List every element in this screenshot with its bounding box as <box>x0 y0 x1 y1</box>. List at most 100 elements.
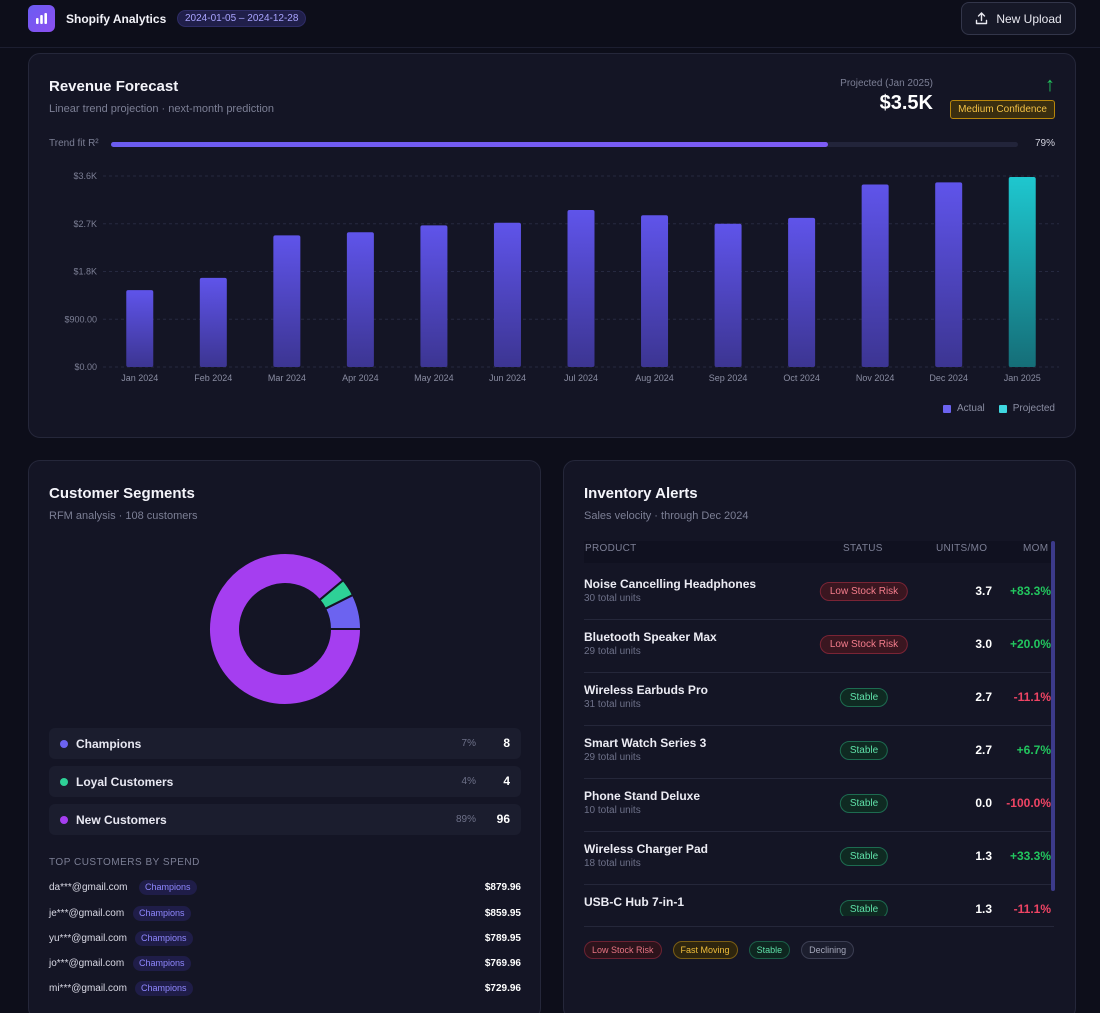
product-total-units: 31 total units <box>584 699 641 710</box>
upload-icon <box>976 12 988 25</box>
status-badge: Low Stock Risk <box>819 582 909 601</box>
segment-row-new-customers[interactable]: New Customers 89% 96 <box>49 804 521 835</box>
segment-row-loyal-customers[interactable]: Loyal Customers 4% 4 <box>49 766 521 797</box>
table-row[interactable]: Phone Stand Deluxe 10 total units Stable… <box>584 779 1054 832</box>
customer-spend: $859.95 <box>484 908 521 919</box>
x-tick-label: Dec 2024 <box>929 373 968 383</box>
bar-actual[interactable] <box>788 217 816 367</box>
segment-percent: 4% <box>461 776 476 787</box>
bar-actual[interactable] <box>346 232 374 367</box>
top-customer-row[interactable]: mi***@gmail.com Champions $729.96 <box>49 980 521 1000</box>
bar-actual[interactable] <box>641 215 669 367</box>
units-per-month: 1.3 <box>975 849 992 863</box>
customer-segment-badge: Champions <box>135 931 193 946</box>
bar-actual[interactable] <box>126 290 154 367</box>
legend-projected-label: Projected <box>1012 403 1055 414</box>
segments-title: Customer Segments <box>49 485 195 502</box>
top-customer-row[interactable]: yu***@gmail.com Champions $789.95 <box>49 930 521 950</box>
x-tick-label: Apr 2024 <box>342 373 379 383</box>
bar-actual[interactable] <box>935 182 963 367</box>
bar-actual[interactable] <box>567 209 595 367</box>
status-badge: Stable <box>839 741 889 760</box>
trend-up-icon: ↑ <box>1045 74 1055 96</box>
x-tick-label: Mar 2024 <box>268 373 306 383</box>
bar-actual[interactable] <box>861 184 889 367</box>
status-badge: Stable <box>839 900 889 916</box>
y-tick-label: $2.7K <box>73 219 97 229</box>
segment-name: Loyal Customers <box>76 775 174 789</box>
segment-row-champions[interactable]: Champions 7% 8 <box>49 728 521 759</box>
inventory-table[interactable]: PRODUCT STATUS UNITS/MO MOM Noise Cancel… <box>584 541 1054 916</box>
column-status[interactable]: STATUS <box>843 543 883 554</box>
mom-change: +20.0% <box>1009 637 1051 651</box>
bar-actual[interactable] <box>273 235 301 367</box>
product-total-units: 10 total units <box>584 805 641 816</box>
customer-spend: $789.95 <box>484 933 521 944</box>
x-tick-label: Oct 2024 <box>783 373 820 383</box>
status-badge: Stable <box>839 688 889 707</box>
x-tick-label: Feb 2024 <box>194 373 232 383</box>
table-row[interactable]: Smart Watch Series 3 29 total units Stab… <box>584 726 1054 779</box>
segment-percent: 7% <box>461 738 476 749</box>
mom-change: -11.1% <box>1013 902 1051 916</box>
mom-change: -11.1% <box>1013 690 1051 704</box>
top-customer-row[interactable]: je***@gmail.com Champions $859.95 <box>49 905 521 925</box>
top-customer-row[interactable]: da***@gmail.com Champions $879.96 <box>49 879 521 899</box>
column-mom[interactable]: MOM <box>1023 543 1049 554</box>
date-range-badge[interactable]: 2024-01-05 – 2024-12-28 <box>177 10 307 27</box>
inventory-scrollbar[interactable] <box>1051 541 1055 891</box>
segments-donut-chart <box>208 552 363 706</box>
table-row[interactable]: Noise Cancelling Headphones 30 total uni… <box>584 567 1054 620</box>
bar-projected[interactable] <box>1008 177 1036 367</box>
forecast-title: Revenue Forecast <box>49 78 179 95</box>
table-row[interactable]: Wireless Charger Pad 18 total units Stab… <box>584 832 1054 885</box>
table-row[interactable]: Bluetooth Speaker Max 29 total units Low… <box>584 620 1054 673</box>
bar-actual[interactable] <box>199 277 227 367</box>
product-total-units: 18 total units <box>584 858 641 869</box>
column-units[interactable]: UNITS/MO <box>936 543 988 554</box>
customer-spend: $879.96 <box>484 882 521 893</box>
app-title: Shopify Analytics <box>66 12 167 26</box>
inventory-alerts-card: Inventory Alerts Sales velocity · throug… <box>563 460 1076 1013</box>
y-tick-label: $0.00 <box>74 362 97 372</box>
product-total-units: 29 total units <box>584 646 641 657</box>
product-name: Bluetooth Speaker Max <box>584 630 717 644</box>
product-name: Noise Cancelling Headphones <box>584 577 757 591</box>
customer-segment-badge: Champions <box>139 880 197 895</box>
top-customer-row[interactable]: jo***@gmail.com Champions $769.96 <box>49 955 521 975</box>
units-per-month: 1.3 <box>975 902 992 916</box>
new-upload-button[interactable]: New Upload <box>961 2 1076 35</box>
product-name: Smart Watch Series 3 <box>584 736 707 750</box>
projected-value: $3.5K <box>879 92 933 114</box>
mom-change: +83.3% <box>1009 584 1051 598</box>
donut-slice[interactable] <box>208 552 363 706</box>
product-name: Wireless Earbuds Pro <box>584 683 708 697</box>
trend-fit-fill <box>111 142 828 147</box>
bar-actual[interactable] <box>420 225 448 367</box>
units-per-month: 2.7 <box>975 690 992 704</box>
revenue-bar-chart: $0.00 $900.00 $1.8K $2.7K $3.6K Jan 2024 Feb 2… <box>64 171 1059 383</box>
bar-actual[interactable] <box>493 222 521 367</box>
customer-email: da***@gmail.com <box>49 882 128 893</box>
units-per-month: 3.7 <box>975 584 992 598</box>
segment-name: Champions <box>76 737 142 751</box>
trend-fit-bar <box>111 142 1018 147</box>
table-row[interactable]: USB-C Hub 7-in-1 Stable 1.3 -11.1% <box>584 885 1054 916</box>
customer-segments-card: Customer Segments RFM analysis · 108 cus… <box>28 460 541 1013</box>
y-tick-label: $3.6K <box>73 171 97 181</box>
customer-email: yu***@gmail.com <box>49 933 127 944</box>
column-product[interactable]: PRODUCT <box>585 543 637 554</box>
new-upload-label: New Upload <box>996 11 1062 26</box>
segments-subtitle: RFM analysis · 108 customers <box>49 510 198 522</box>
x-tick-label: Jan 2025 <box>1004 373 1041 383</box>
customer-segment-badge: Champions <box>135 981 193 996</box>
table-row[interactable]: Wireless Earbuds Pro 31 total units Stab… <box>584 673 1054 726</box>
product-total-units: 30 total units <box>584 593 641 604</box>
inventory-subtitle: Sales velocity · through Dec 2024 <box>584 510 749 522</box>
units-per-month: 2.7 <box>975 743 992 757</box>
legend-stable: Stable <box>748 941 791 959</box>
customer-spend: $769.96 <box>484 958 521 969</box>
customer-email: mi***@gmail.com <box>49 983 127 994</box>
legend-low-stock-risk: Low Stock Risk <box>584 941 662 959</box>
bar-actual[interactable] <box>714 223 742 367</box>
